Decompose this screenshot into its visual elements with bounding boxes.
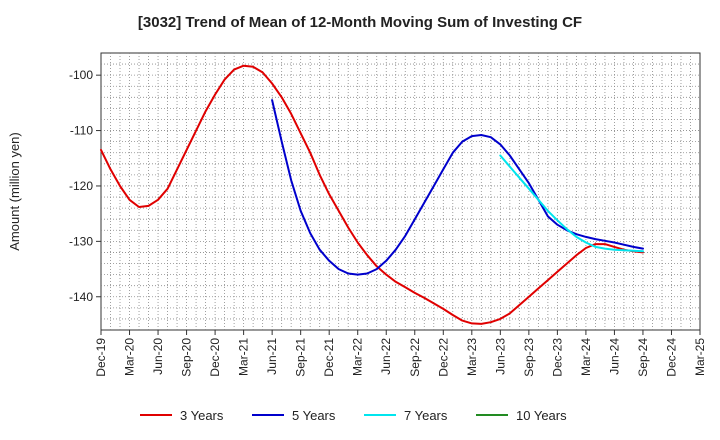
y-axis-title: Amount (million yen) <box>7 132 22 251</box>
x-tick-label: Sep-21 <box>294 338 308 377</box>
x-tick-label: Dec-24 <box>664 338 678 377</box>
x-tick-label: Mar-25 <box>693 338 707 376</box>
x-tick-label: Sep-20 <box>180 338 194 377</box>
legend-label: 5 Years <box>292 408 336 423</box>
x-tick-label: Dec-21 <box>322 338 336 377</box>
x-axis: Dec-19 Mar-20 Jun-20 Sep-20 Dec-20 Mar-21 Jun-… <box>94 330 707 377</box>
x-tick-label: Dec-20 <box>208 338 222 377</box>
x-tick-label: Mar-23 <box>465 338 479 376</box>
x-tick-label: Jun-22 <box>379 338 393 375</box>
x-tick-label: Sep-24 <box>636 338 650 377</box>
x-tick-label: Sep-23 <box>522 338 536 377</box>
x-tick-label: Jun-23 <box>493 338 507 375</box>
series-line-3-years <box>100 64 644 325</box>
legend: 3 Years 5 Years 7 Years 10 Years <box>140 408 567 423</box>
grid-lines <box>101 53 700 330</box>
chart-title: [3032] Trend of Mean of 12-Month Moving … <box>137 14 583 31</box>
legend-label: 3 Years <box>180 408 224 423</box>
x-tick-label: Sep-22 <box>408 338 422 377</box>
series-line-7-years <box>499 154 644 253</box>
x-tick-label: Jun-24 <box>607 338 621 375</box>
x-tick-label: Mar-20 <box>123 338 137 376</box>
x-tick-label: Dec-19 <box>94 338 108 377</box>
y-tick-label: -120 <box>69 179 93 193</box>
plot-area <box>100 52 701 331</box>
x-tick-label: Mar-21 <box>237 338 251 376</box>
y-tick-label: -100 <box>69 68 93 82</box>
legend-label: 7 Years <box>404 408 448 423</box>
series-layer <box>100 64 644 325</box>
x-tick-label: Dec-23 <box>550 338 564 377</box>
y-axis: -100 -110 -120 -130 -140 <box>69 68 101 304</box>
x-tick-label: Mar-22 <box>351 338 365 376</box>
x-tick-label: Jun-21 <box>265 338 279 375</box>
y-tick-label: -140 <box>69 290 93 304</box>
legend-label: 10 Years <box>516 408 567 423</box>
series-line-5-years <box>271 99 644 276</box>
y-tick-label: -130 <box>69 234 93 248</box>
x-tick-label: Jun-20 <box>151 338 165 375</box>
y-tick-label: -110 <box>70 124 93 138</box>
x-tick-label: Dec-22 <box>436 338 450 377</box>
x-tick-label: Mar-24 <box>579 338 593 376</box>
